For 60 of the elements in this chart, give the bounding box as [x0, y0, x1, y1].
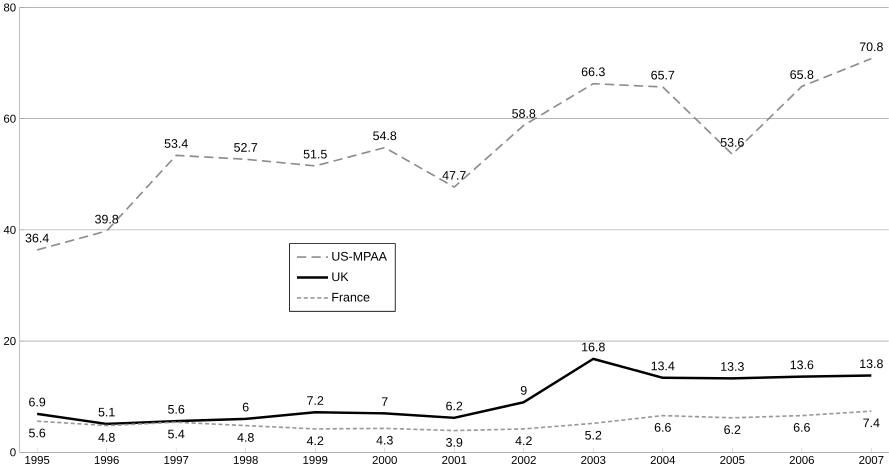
data-label: 6.9 [29, 397, 46, 406]
data-label: 39.8 [95, 214, 118, 224]
x-tick-label: 1999 [303, 456, 328, 464]
y-tick-label: 0 [10, 448, 16, 456]
legend-label: US-MPAA [332, 252, 387, 260]
data-label: 4.8 [237, 432, 254, 442]
data-label: 13.6 [790, 360, 814, 369]
data-label: 5.4 [168, 429, 184, 438]
data-label: 4.2 [306, 436, 324, 445]
data-label: 54.8 [373, 131, 396, 140]
data-label: 5.2 [585, 430, 602, 440]
data-label: 65.7 [651, 70, 674, 80]
data-label: 16.8 [582, 342, 605, 352]
x-tick-label: 2001 [442, 456, 466, 464]
data-label: 7 [382, 397, 388, 406]
data-label: 3.9 [446, 438, 462, 447]
data-label: 66.3 [582, 67, 605, 76]
data-label: 6 [242, 402, 249, 412]
data-label: 51.5 [304, 150, 327, 158]
data-label: 4.2 [515, 436, 532, 445]
data-label: 5.6 [29, 428, 46, 438]
data-label: 6.2 [446, 401, 462, 410]
legend-label: UK [332, 272, 348, 281]
x-tick-label: 2000 [372, 456, 397, 464]
data-label: 52.7 [234, 142, 258, 152]
data-label: 6.6 [794, 422, 810, 432]
data-label: 7.2 [307, 396, 324, 405]
data-label: 4.8 [98, 432, 115, 442]
y-tick-label: 60 [4, 114, 16, 122]
data-label: 6.2 [724, 425, 740, 434]
data-label: 13.4 [652, 361, 674, 370]
data-label: 5.6 [168, 404, 184, 414]
data-label: 4.3 [376, 436, 393, 444]
x-tick-label: 1996 [94, 456, 119, 464]
y-tick-label: 80 [4, 3, 16, 12]
x-tick-label: 2006 [790, 456, 814, 464]
data-label: 53.4 [164, 138, 188, 148]
data-label: 70.8 [860, 42, 883, 51]
data-label: 58.8 [512, 108, 536, 118]
data-label: 47.7 [442, 170, 466, 180]
data-label: 9 [520, 386, 527, 395]
x-tick-label: 2002 [512, 456, 536, 464]
data-label: 13.8 [860, 359, 883, 368]
x-tick-label: 1995 [25, 456, 50, 464]
data-label: 53.6 [720, 138, 744, 147]
data-label: 5.1 [98, 408, 115, 416]
data-label: 65.8 [790, 70, 814, 79]
x-tick-label: 2005 [720, 456, 744, 464]
x-tick-label: 2007 [859, 456, 884, 464]
y-tick-label: 40 [4, 226, 16, 234]
x-tick-label: 2004 [650, 456, 676, 464]
x-tick-label: 1998 [234, 456, 258, 464]
x-tick-label: 1997 [164, 456, 188, 464]
legend-label: France [332, 292, 370, 302]
data-label: 36.4 [26, 233, 49, 242]
data-label: 7.4 [863, 418, 880, 427]
x-tick-label: 2003 [581, 456, 606, 464]
y-tick-label: 20 [4, 336, 16, 345]
data-label: 13.3 [721, 362, 744, 371]
data-label: 6.6 [654, 422, 671, 432]
